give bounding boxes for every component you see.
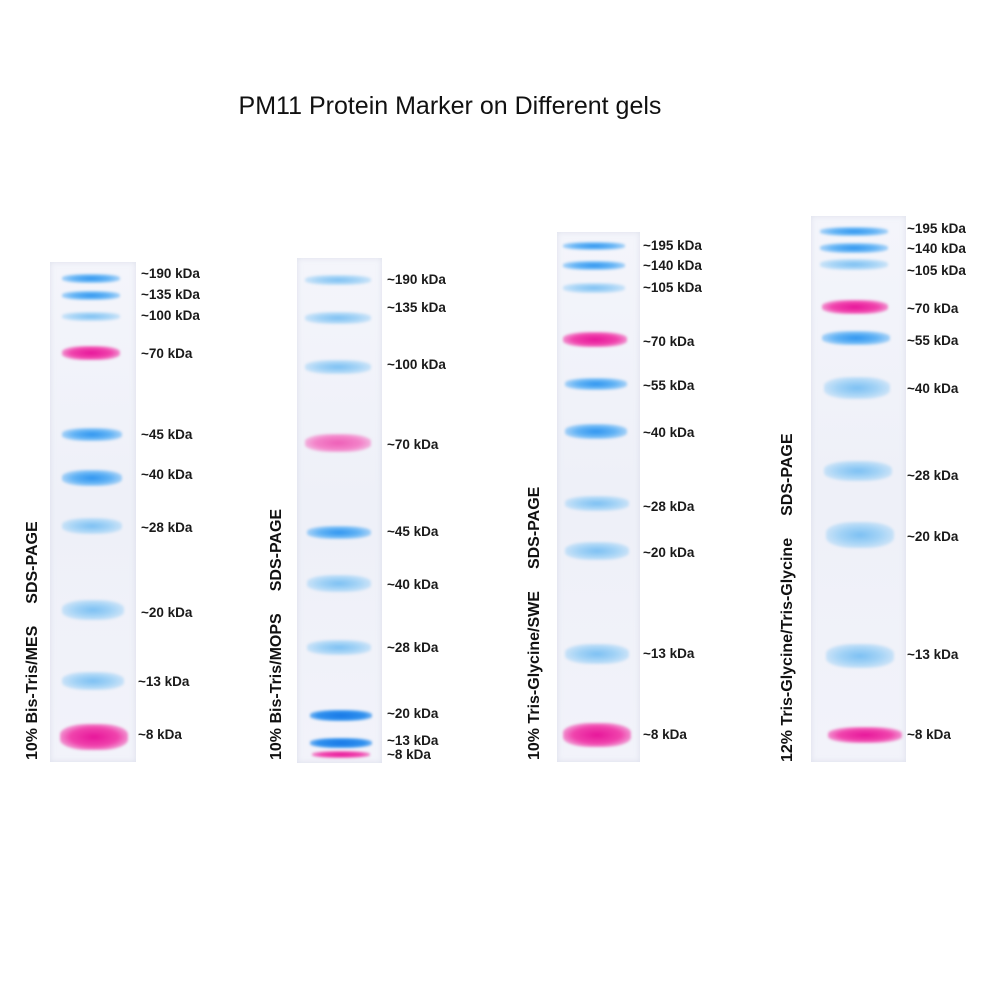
marker-label: ~20 kDa [643,545,695,560]
band-140 [820,243,888,253]
band-70 [563,332,627,347]
band-70 [822,300,888,314]
marker-label: ~100 kDa [387,357,446,372]
marker-label: ~28 kDa [387,640,439,655]
marker-label: ~13 kDa [907,647,959,662]
gel-condition-label: 10% Bis-Tris/MES SDS-PAGE [24,521,42,760]
gel-method: SDS-PAGE [268,508,285,592]
band-8 [563,723,631,747]
band-55 [822,331,890,345]
gel-condition-label: 10% Bis-Tris/MOPS SDS-PAGE [268,509,286,760]
gel-method: SDS-PAGE [779,433,796,516]
marker-label: ~190 kDa [141,266,200,281]
band-40 [307,575,371,592]
band-13 [310,738,372,748]
band-40 [824,377,890,399]
band-40 [565,424,627,439]
marker-label: ~20 kDa [907,529,959,544]
gel-condition: 10% Bis-Tris/MES [24,625,41,760]
gel-condition: 10% Bis-Tris/MOPS [268,613,285,760]
marker-label: ~40 kDa [141,467,193,482]
band-28 [565,496,629,511]
band-135 [62,291,120,300]
marker-label: ~195 kDa [643,238,702,253]
marker-label: ~70 kDa [387,437,439,452]
band-28 [307,640,371,655]
band-195 [820,227,888,236]
marker-label: ~8 kDa [643,727,687,742]
marker-label: ~135 kDa [387,300,446,315]
band-100 [305,360,371,374]
marker-label: ~45 kDa [141,427,193,442]
marker-label: ~8 kDa [387,747,431,762]
band-13 [62,672,124,690]
gel-condition-label: 10% Tris-Glycine/SWE SDS-PAGE [526,487,544,760]
marker-label: ~70 kDa [907,301,959,316]
marker-label: ~13 kDa [387,733,439,748]
marker-label: ~8 kDa [907,727,951,742]
band-8 [60,724,128,750]
band-190 [62,274,120,283]
marker-label: ~40 kDa [907,381,959,396]
band-100 [62,312,120,321]
gel-lane-4 [811,216,906,762]
marker-label: ~28 kDa [643,499,695,514]
gel-lane-2 [297,258,382,763]
band-28 [824,461,892,481]
marker-label: ~105 kDa [643,280,702,295]
gel-condition: 12% Tris-Glycine/Tris-Glycine [779,537,796,762]
band-8 [312,751,370,758]
figure-title: PM11 Protein Marker on Different gels [238,92,662,120]
band-70 [62,346,120,360]
band-70 [305,434,371,452]
gel-condition-label: 12% Tris-Glycine/Tris-Glycine SDS-PAGE [779,434,797,763]
band-140 [563,261,625,270]
band-13 [565,644,629,664]
band-45 [307,526,371,539]
marker-label: ~40 kDa [643,425,695,440]
band-105 [820,259,888,270]
marker-label: ~45 kDa [387,524,439,539]
marker-label: ~140 kDa [643,258,702,273]
marker-label: ~70 kDa [141,346,193,361]
marker-label: ~70 kDa [643,334,695,349]
gel-method: SDS-PAGE [24,521,41,604]
band-45 [62,428,122,441]
marker-label: ~55 kDa [643,378,695,393]
marker-label: ~20 kDa [387,706,439,721]
band-20 [310,710,372,721]
band-105 [563,283,625,293]
marker-label: ~55 kDa [907,333,959,348]
marker-label: ~190 kDa [387,272,446,287]
marker-label: ~100 kDa [141,308,200,323]
band-20 [565,542,629,560]
marker-label: ~13 kDa [643,646,695,661]
band-28 [62,518,122,534]
marker-label: ~8 kDa [138,727,182,742]
band-8 [828,727,902,743]
band-20 [62,600,124,620]
marker-label: ~20 kDa [141,605,193,620]
gel-condition: 10% Tris-Glycine/SWE [526,591,543,760]
marker-label: ~40 kDa [387,577,439,592]
band-13 [826,644,894,668]
band-55 [565,378,627,390]
band-135 [305,312,371,324]
gel-method: SDS-PAGE [526,486,543,570]
marker-label: ~13 kDa [138,674,190,689]
marker-label: ~105 kDa [907,263,966,278]
marker-label: ~28 kDa [907,468,959,483]
marker-label: ~135 kDa [141,287,200,302]
marker-label: ~28 kDa [141,520,193,535]
band-40 [62,470,122,486]
band-190 [305,275,371,285]
band-20 [826,522,894,548]
band-195 [563,242,625,250]
marker-label: ~195 kDa [907,221,966,236]
marker-label: ~140 kDa [907,241,966,256]
